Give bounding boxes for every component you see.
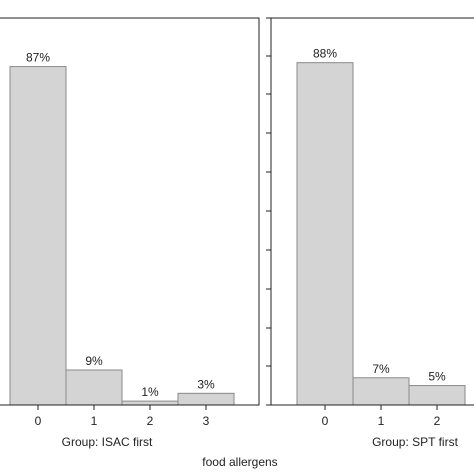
- panel-2: 88% 0 7% 1 5% 2 Group: SPT first: [266, 17, 474, 449]
- panel-frame: [0, 17, 260, 406]
- data-label-0: 88%: [313, 47, 337, 61]
- x-tick-label-0: 0: [35, 414, 42, 428]
- data-label-2: 5%: [428, 370, 446, 384]
- bar-1: [65, 369, 123, 406]
- x-tick-label-1: 1: [378, 414, 385, 428]
- bar-2: [408, 385, 466, 406]
- data-label-0: 87%: [26, 51, 50, 65]
- x-axis-title: food allergens: [202, 455, 277, 469]
- data-label-1: 9%: [85, 354, 103, 368]
- x-tick-label-0: 0: [322, 414, 329, 428]
- bar-2: [121, 400, 179, 406]
- bar-3: [177, 392, 235, 406]
- x-tick-label-3: 3: [203, 414, 210, 428]
- x-tick-label-1: 1: [91, 414, 98, 428]
- data-label-3: 3%: [197, 377, 215, 391]
- bar-0: [296, 62, 354, 406]
- data-label-2: 1%: [141, 385, 159, 399]
- x-tick-label-2: 2: [147, 414, 154, 428]
- panel-1: 87% 0 9% 1 1% 2 3% 3 Group: ISAC first: [0, 17, 260, 449]
- bar-0: [9, 66, 67, 406]
- data-label-1: 7%: [372, 362, 390, 376]
- group-label: Group: SPT first: [372, 435, 458, 449]
- x-tick-label-2: 2: [434, 414, 441, 428]
- bar-1: [352, 377, 410, 406]
- group-label: Group: ISAC first: [62, 435, 153, 449]
